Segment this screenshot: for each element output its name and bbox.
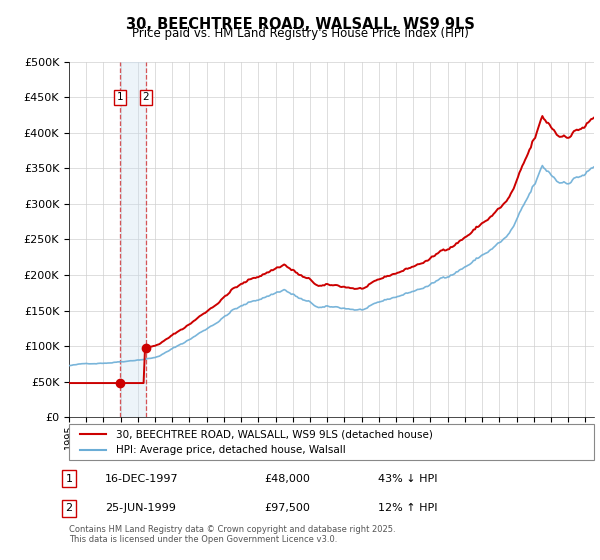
Text: 25-JUN-1999: 25-JUN-1999 — [105, 503, 176, 514]
Text: £48,000: £48,000 — [264, 474, 310, 484]
Text: £97,500: £97,500 — [264, 503, 310, 514]
Text: 2: 2 — [142, 92, 149, 102]
Bar — [120, 62, 146, 417]
Text: 30, BEECHTREE ROAD, WALSALL, WS9 9LS: 30, BEECHTREE ROAD, WALSALL, WS9 9LS — [125, 17, 475, 32]
Text: 1: 1 — [116, 92, 123, 102]
Text: 12% ↑ HPI: 12% ↑ HPI — [378, 503, 437, 514]
Text: 2: 2 — [65, 503, 73, 514]
Text: 16-DEC-1997: 16-DEC-1997 — [105, 474, 179, 484]
Text: Price paid vs. HM Land Registry's House Price Index (HPI): Price paid vs. HM Land Registry's House … — [131, 27, 469, 40]
Text: 1: 1 — [65, 474, 73, 484]
Text: 30, BEECHTREE ROAD, WALSALL, WS9 9LS (detached house): 30, BEECHTREE ROAD, WALSALL, WS9 9LS (de… — [116, 429, 433, 439]
Text: 43% ↓ HPI: 43% ↓ HPI — [378, 474, 437, 484]
Text: HPI: Average price, detached house, Walsall: HPI: Average price, detached house, Wals… — [116, 445, 346, 455]
Text: Contains HM Land Registry data © Crown copyright and database right 2025.
This d: Contains HM Land Registry data © Crown c… — [69, 525, 395, 544]
